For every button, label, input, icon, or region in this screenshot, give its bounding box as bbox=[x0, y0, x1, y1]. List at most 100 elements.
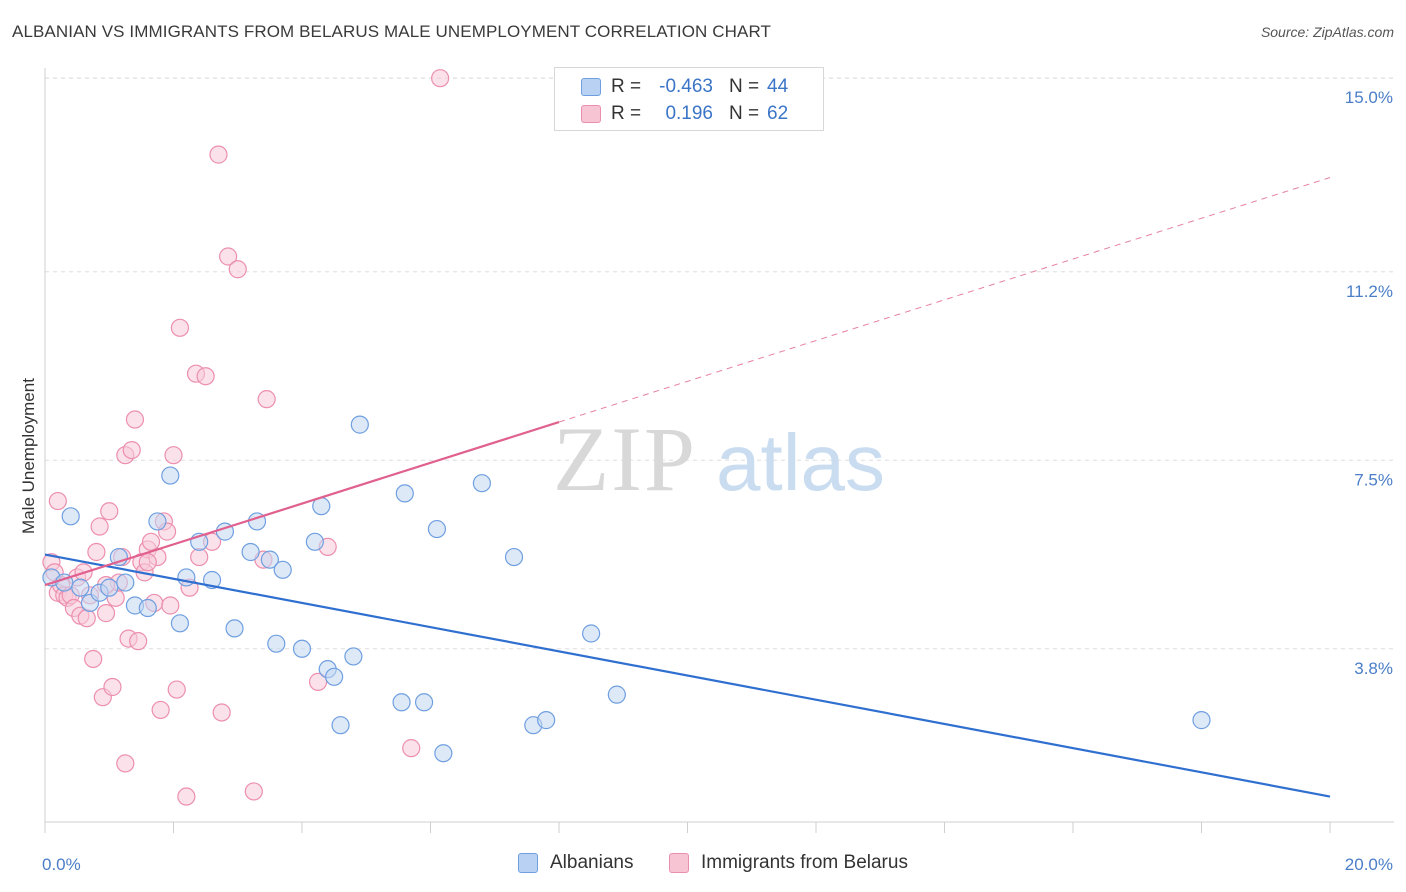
legend-row-albanians: R = -0.463 N = 44 bbox=[581, 74, 788, 100]
albanian-point bbox=[61, 507, 80, 526]
trend-lines bbox=[44, 177, 1331, 798]
albanian-point bbox=[607, 685, 626, 704]
y-tick-label: 3.8% bbox=[1354, 659, 1393, 678]
y-tick-label: 11.2% bbox=[1346, 282, 1393, 301]
albanian-point bbox=[1192, 711, 1211, 730]
legend-label-belarus: Immigrants from Belarus bbox=[701, 852, 908, 873]
albanian-point bbox=[305, 532, 324, 551]
belarus-point bbox=[116, 754, 135, 773]
albanian-point bbox=[582, 624, 601, 643]
y-tick-label: 7.5% bbox=[1354, 470, 1393, 489]
belarus-point bbox=[125, 410, 145, 429]
belarus-point bbox=[209, 145, 228, 164]
albanian-point bbox=[427, 519, 447, 539]
albanian-point bbox=[100, 578, 119, 597]
trendline-belarus-extension bbox=[558, 177, 1331, 423]
y-axis-label: Male Unemployment bbox=[19, 378, 38, 534]
belarus-point bbox=[212, 703, 231, 722]
belarus-point bbox=[129, 632, 148, 651]
belarus-point bbox=[100, 502, 119, 521]
y-tick-label: 15.0% bbox=[1345, 88, 1393, 107]
watermark-atlas: atlas bbox=[716, 418, 885, 507]
belarus-point bbox=[151, 700, 170, 720]
albanian-point bbox=[395, 484, 414, 503]
belarus-point bbox=[164, 446, 183, 465]
albanian-point bbox=[116, 573, 135, 592]
albanian-point bbox=[472, 474, 491, 493]
legend-label-albanians: Albanians bbox=[550, 852, 634, 873]
legend-r-label: R = bbox=[611, 103, 642, 124]
series-belarus bbox=[42, 69, 450, 806]
albanian-point bbox=[273, 560, 292, 579]
albanian-point bbox=[325, 667, 344, 686]
legend-r-label: R = bbox=[611, 76, 642, 97]
belarus-point bbox=[257, 390, 276, 409]
belarus-point bbox=[228, 260, 247, 279]
albanian-point bbox=[260, 550, 279, 569]
legend-n-label: N = bbox=[729, 103, 760, 124]
belarus-point bbox=[219, 247, 238, 266]
albanian-point bbox=[161, 466, 180, 485]
source-label: Source: ZipAtlas.com bbox=[1260, 24, 1394, 40]
albanian-point bbox=[292, 639, 312, 658]
albanian-point bbox=[414, 693, 434, 712]
belarus-point bbox=[87, 542, 106, 562]
x-tick-label: 20.0% bbox=[1345, 855, 1393, 874]
legend-item-belarus[interactable]: Immigrants from Belarus bbox=[669, 852, 908, 874]
albanian-point bbox=[331, 716, 350, 735]
trendline-albanians bbox=[44, 553, 1331, 798]
albanian-point bbox=[504, 547, 524, 567]
axes bbox=[44, 68, 1394, 833]
belarus-point bbox=[90, 517, 109, 536]
albanian-point bbox=[434, 744, 453, 763]
belarus-point bbox=[141, 532, 161, 551]
belarus-point bbox=[308, 672, 328, 691]
chart-title: ALBANIAN VS IMMIGRANTS FROM BELARUS MALE… bbox=[12, 22, 772, 41]
legend-row-belarus: R = 0.196 N = 62 bbox=[581, 101, 788, 127]
watermark-zip: ZIP bbox=[553, 408, 697, 510]
albanian-point bbox=[267, 634, 286, 653]
legend-swatch-belarus bbox=[669, 853, 689, 873]
legend-swatch-belarus bbox=[581, 105, 601, 123]
belarus-point bbox=[96, 604, 116, 623]
albanian-point bbox=[392, 693, 411, 712]
belarus-point bbox=[431, 69, 450, 88]
tick-labels: 3.8% 7.5% 11.2% 15.0% 0.0% 20.0% bbox=[42, 88, 1393, 874]
series-legend: Albanians Immigrants from Belarus bbox=[0, 852, 1406, 878]
legend-n-value: 44 bbox=[767, 76, 789, 97]
trendline-belarus bbox=[44, 421, 560, 587]
belarus-point bbox=[402, 739, 421, 758]
legend-swatch-albanians bbox=[518, 853, 538, 873]
legend-r-value: 0.196 bbox=[665, 103, 713, 124]
albanian-point bbox=[225, 619, 244, 638]
legend-item-albanians[interactable]: Albanians bbox=[518, 852, 633, 874]
belarus-point bbox=[161, 596, 180, 615]
belarus-point bbox=[170, 318, 190, 337]
belarus-point bbox=[48, 491, 67, 511]
belarus-point bbox=[77, 609, 96, 628]
belarus-point bbox=[167, 680, 186, 699]
belarus-point bbox=[177, 787, 196, 806]
albanian-point bbox=[170, 614, 190, 633]
legend-r-value: -0.463 bbox=[659, 76, 713, 97]
albanian-point bbox=[344, 647, 363, 666]
albanian-point bbox=[138, 598, 157, 618]
legend-swatch-albanians bbox=[581, 78, 601, 96]
grid-lines bbox=[45, 77, 1394, 650]
albanian-point bbox=[537, 711, 556, 730]
legend-n-label: N = bbox=[729, 76, 760, 97]
albanian-point bbox=[241, 542, 260, 562]
albanian-point bbox=[350, 415, 369, 434]
albanian-point bbox=[177, 568, 196, 587]
belarus-point bbox=[138, 553, 157, 572]
belarus-point bbox=[244, 782, 263, 801]
belarus-point bbox=[122, 440, 141, 460]
albanian-point bbox=[71, 578, 90, 597]
legend-n-value: 62 bbox=[767, 103, 789, 124]
belarus-point bbox=[84, 649, 103, 669]
correlation-legend: R = -0.463 N = 44 R = 0.196 N = 62 bbox=[554, 67, 824, 131]
x-tick-label: 0.0% bbox=[42, 855, 81, 874]
albanian-point bbox=[148, 512, 167, 531]
belarus-point bbox=[190, 547, 209, 567]
